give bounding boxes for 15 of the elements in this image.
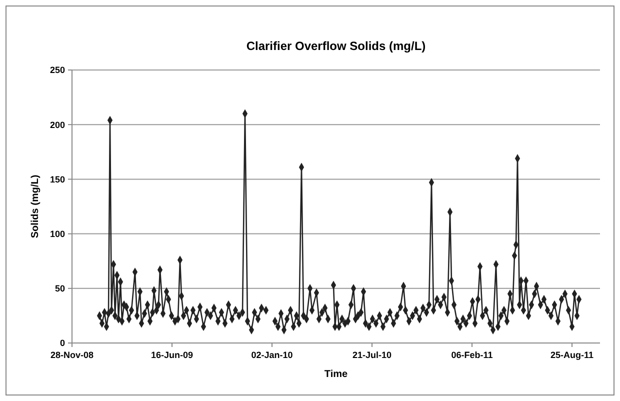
x-tick-label: 28-Nov-08 (50, 350, 94, 360)
y-axis-title: Solids (mg/L) (30, 174, 41, 238)
x-tick-label: 21-Jul-10 (352, 350, 392, 360)
chart-title: Clarifier Overflow Solids (mg/L) (246, 39, 426, 53)
x-tick-label: 02-Jan-10 (251, 350, 293, 360)
y-tick-label: 200 (50, 120, 65, 130)
x-tick-label: 16-Jun-09 (150, 350, 194, 360)
x-tick-label: 06-Feb-11 (451, 350, 493, 360)
y-tick-label: 50 (54, 284, 65, 294)
x-axis-title: Time (324, 369, 348, 380)
x-tick-label: 25-Aug-11 (550, 350, 594, 360)
y-tick-label: 250 (50, 65, 65, 76)
y-tick-label: 100 (50, 228, 65, 239)
y-tick-label: 0 (60, 338, 65, 348)
y-tick-label: 150 (50, 174, 65, 184)
